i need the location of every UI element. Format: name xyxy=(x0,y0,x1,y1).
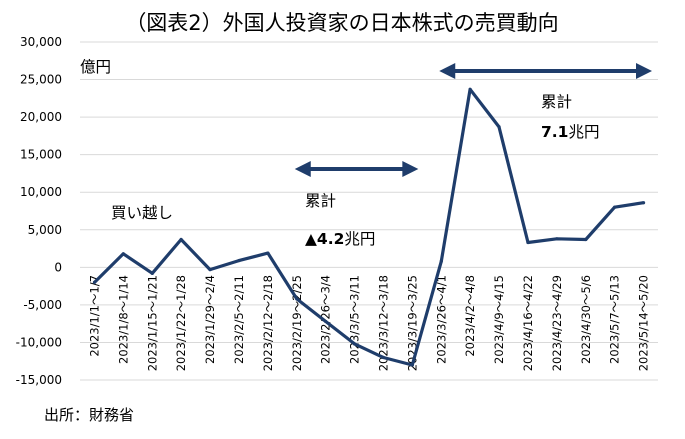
y-tick-label: 25,000 xyxy=(20,73,62,87)
data-point xyxy=(584,237,588,242)
x-tick-label: 2023/3/12～3/18 xyxy=(376,275,390,371)
series-line xyxy=(93,87,644,367)
period1-unit: 兆円 xyxy=(344,230,375,248)
data-point xyxy=(381,355,386,360)
x-tick-label: 2023/2/12～2/18 xyxy=(261,275,275,371)
y-tick-label: 20,000 xyxy=(20,110,62,124)
data-point xyxy=(92,280,97,284)
double-arrow xyxy=(439,63,652,79)
period2-value: 7.1 xyxy=(541,123,568,141)
data-point xyxy=(468,87,472,91)
period1-total: ▲4.2兆円 xyxy=(305,230,375,248)
data-point xyxy=(121,252,125,256)
x-tick-label: 2023/4/9～4/15 xyxy=(492,275,506,364)
x-tick-label: 2023/2/5～2/11 xyxy=(232,275,246,364)
x-axis: 2023/1/1～1/7 2023/1/8～1/14 2023/1/15～1/21 2… xyxy=(87,275,650,371)
x-tick-label: 2023/4/30～5/6 xyxy=(579,275,593,364)
grid xyxy=(80,41,658,381)
y-tick-label: 15,000 xyxy=(20,148,62,162)
series xyxy=(92,87,646,367)
x-tick-label: 2023/1/22～1/28 xyxy=(174,275,188,371)
y-tick-label: 30,000 xyxy=(20,35,62,49)
double-arrow xyxy=(294,161,419,177)
data-point xyxy=(439,259,443,263)
data-point xyxy=(497,125,501,129)
data-point xyxy=(295,297,299,301)
y-tick-label: -15,000 xyxy=(16,373,62,387)
data-point xyxy=(179,237,183,242)
data-point xyxy=(526,240,530,245)
y-tick-label: -5,000 xyxy=(23,298,62,312)
data-point xyxy=(352,342,357,346)
x-tick-label: 2023/2/19～2/25 xyxy=(290,275,304,371)
unit-label: 億円 xyxy=(80,58,111,76)
period2-unit: 兆円 xyxy=(568,123,599,141)
source-label: 出所：財務省 xyxy=(44,406,134,424)
data-point xyxy=(150,271,154,275)
x-tick-label: 2023/1/1～1/7 xyxy=(87,275,101,357)
data-point xyxy=(641,201,646,205)
x-tick-label: 2023/4/16～4/22 xyxy=(521,275,535,371)
data-point xyxy=(237,258,241,263)
data-point xyxy=(266,251,270,255)
x-tick-label: 2023/1/29～2/4 xyxy=(203,275,217,364)
data-point xyxy=(410,363,414,367)
y-axis: 30,000 25,000 20,000 15,000 10,000 5,000 0 -5,0… xyxy=(16,35,62,387)
period1-label: 累計 xyxy=(305,192,336,210)
y-tick-label: 10,000 xyxy=(20,185,62,199)
x-tick-label: 2023/3/19～3/25 xyxy=(405,275,419,371)
chart-title: （図表2）外国人投資家の日本株式の売買動向 xyxy=(125,11,558,35)
data-point xyxy=(208,267,212,272)
x-tick-label: 2023/1/8～1/14 xyxy=(116,275,130,364)
x-tick-label: 2023/3/26～4/1 xyxy=(434,275,448,364)
x-tick-label: 2023/5/14～5/20 xyxy=(637,275,651,371)
period2-label: 累計 xyxy=(541,93,572,111)
data-point xyxy=(555,237,559,241)
x-tick-label: 2023/4/23～4/29 xyxy=(550,275,564,371)
data-point xyxy=(613,205,617,209)
y-tick-label: 0 xyxy=(54,260,62,274)
period1-value: ▲4.2 xyxy=(305,230,344,248)
y-tick-label: -10,000 xyxy=(16,335,62,349)
x-tick-label: 2023/1/15～1/21 xyxy=(145,275,159,371)
x-tick-label: 2023/4/2～4/8 xyxy=(463,275,477,357)
x-tick-label: 2023/3/5～3/11 xyxy=(348,275,362,364)
period-arrows xyxy=(294,63,652,177)
buy-annotation: 買い越し xyxy=(111,204,173,222)
period2-total: 7.1兆円 xyxy=(541,123,599,141)
data-point xyxy=(324,319,328,324)
y-tick-label: 5,000 xyxy=(28,223,62,237)
x-tick-label: 2023/5/7～5/13 xyxy=(608,275,622,364)
